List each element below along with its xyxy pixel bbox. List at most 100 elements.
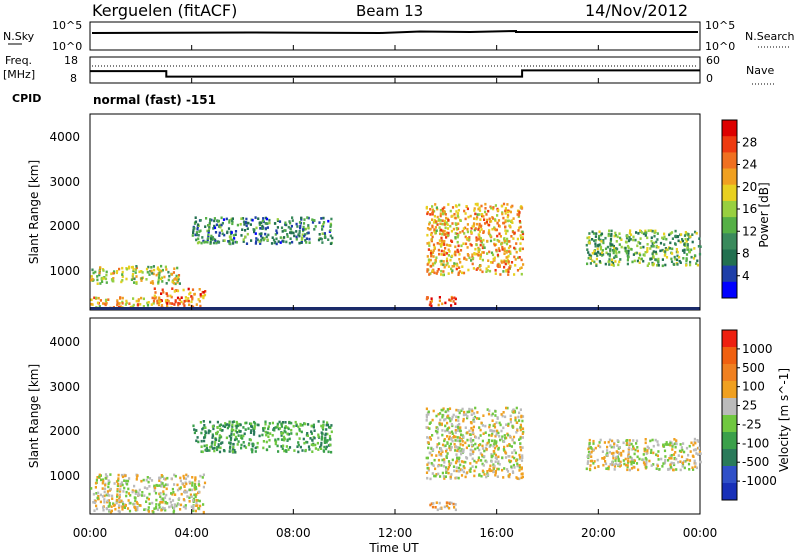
- velocity-cell: [509, 418, 512, 421]
- power-cell: [445, 216, 448, 220]
- power-cell: [240, 217, 243, 220]
- power-cell: [449, 209, 452, 213]
- power-cell: [230, 232, 233, 236]
- power-cell: [175, 274, 178, 278]
- velocity-cell: [443, 461, 446, 464]
- velocity-cell: [462, 419, 465, 423]
- power-cell: [214, 240, 217, 243]
- power-cell: [510, 205, 513, 209]
- power-cell: [614, 231, 617, 235]
- velocity-cell: [328, 437, 332, 440]
- velocity-cell: [107, 499, 110, 502]
- power-cell: [472, 222, 476, 225]
- velocity-cell: [472, 417, 475, 420]
- velocity-cell: [445, 466, 448, 469]
- velocity-cell: [494, 414, 497, 417]
- power-cell: [462, 242, 465, 245]
- velocity-cell: [611, 463, 614, 467]
- velocity-cell: [482, 432, 485, 435]
- velocity-cell: [515, 459, 518, 462]
- power-cell: [173, 278, 176, 281]
- velocity-cell: [512, 463, 515, 467]
- velocity-cell: [111, 497, 114, 500]
- velocity-cell: [694, 462, 697, 465]
- power-cell: [467, 215, 470, 219]
- power-cell: [501, 248, 504, 251]
- velocity-colorbar-swatch: [722, 466, 737, 484]
- velocity-cell: [448, 506, 451, 510]
- velocity-cell: [292, 424, 295, 428]
- velocity-cell: [510, 445, 513, 448]
- power-cell: [90, 278, 93, 282]
- power-cell: [441, 232, 444, 236]
- velocity-cell: [620, 454, 623, 457]
- velocity-cell: [607, 467, 610, 470]
- power-cell: [639, 246, 642, 249]
- power-cell: [220, 229, 224, 232]
- power-cell: [464, 242, 468, 246]
- power-cell: [474, 227, 477, 230]
- velocity-cell: [456, 429, 460, 432]
- power-cell: [691, 240, 694, 244]
- velocity-cell: [459, 426, 462, 429]
- power-cell: [434, 231, 437, 235]
- velocity-cell: [662, 443, 665, 447]
- velocity-cell: [109, 487, 112, 491]
- power-cell: [506, 203, 509, 206]
- power-cell: [510, 235, 513, 238]
- velocity-cell: [513, 449, 516, 452]
- velocity-cell: [134, 506, 137, 509]
- power-cell: [165, 268, 168, 271]
- velocity-cell: [231, 420, 234, 424]
- velocity-cell: [442, 475, 445, 478]
- power-cell: [428, 222, 431, 226]
- power-cell: [607, 232, 610, 236]
- velocity-cell: [503, 445, 506, 449]
- velocity-cell: [228, 425, 231, 428]
- power-cell: [594, 235, 597, 238]
- velocity-cell: [104, 483, 107, 487]
- velocity-cell: [256, 445, 259, 449]
- velocity-cell: [188, 488, 191, 492]
- velocity-cell: [108, 509, 111, 512]
- velocity-cell: [133, 484, 136, 488]
- power-cell: [497, 209, 500, 212]
- velocity-cell: [429, 438, 432, 441]
- velocity-cell: [518, 464, 521, 467]
- velocity-cell: [116, 493, 119, 496]
- power-cell: [151, 296, 154, 300]
- nsearch-label: N.Search: [745, 30, 795, 43]
- velocity-cell: [205, 447, 209, 450]
- velocity-cell: [102, 508, 105, 512]
- velocity-cell: [326, 439, 329, 442]
- power-cell: [295, 222, 298, 226]
- velocity-cell: [121, 500, 124, 504]
- velocity-cell: [426, 466, 429, 470]
- power-cell: [195, 231, 198, 234]
- velocity-cell: [457, 419, 460, 422]
- velocity-cell: [172, 510, 175, 514]
- power-cell: [504, 232, 508, 235]
- power-cell: [436, 223, 439, 226]
- power-cell: [642, 232, 645, 236]
- velocity-cell: [674, 451, 677, 454]
- power-cell: [132, 297, 135, 300]
- velocity-cell: [474, 442, 477, 446]
- velocity-cell: [144, 508, 147, 511]
- velocity-cell: [592, 442, 595, 445]
- velocity-cell: [320, 438, 323, 441]
- velocity-cell: [166, 476, 169, 480]
- velocity-cell: [484, 431, 487, 434]
- power-cell: [121, 273, 124, 276]
- power-cell: [506, 237, 509, 241]
- power-cell: [612, 244, 615, 248]
- velocity-cell: [464, 441, 467, 445]
- velocity-cell: [635, 442, 638, 445]
- power-cell: [489, 234, 492, 237]
- velocity-cell: [597, 465, 600, 468]
- velocity-cell: [696, 439, 699, 442]
- velocity-cell: [521, 475, 524, 479]
- velocity-cell: [218, 450, 222, 454]
- x-tick-label: 16:00: [479, 526, 514, 540]
- velocity-cell: [237, 424, 240, 428]
